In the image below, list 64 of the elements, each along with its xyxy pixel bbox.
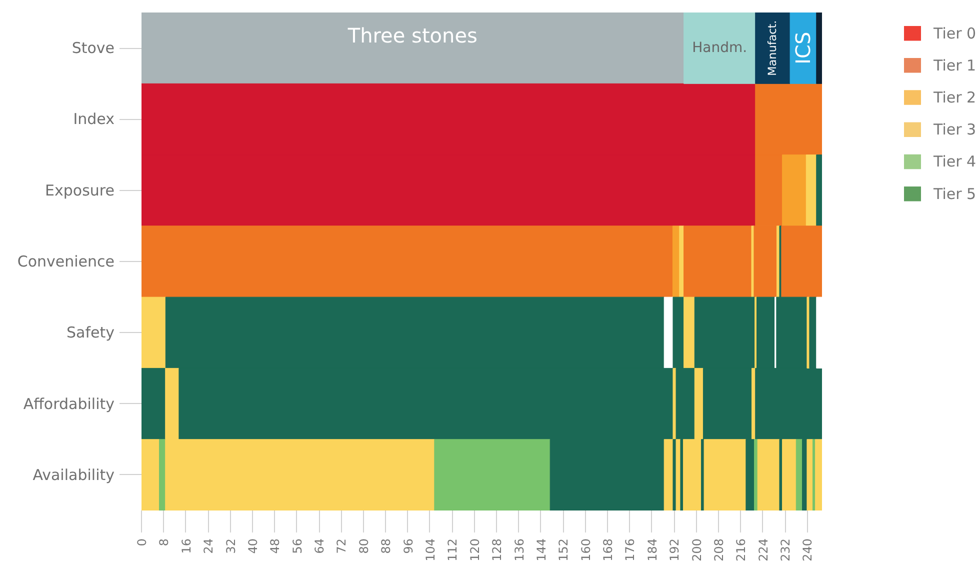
legend-label: Tier 1 [932,56,976,74]
bar [684,12,756,84]
x-tick-label: 88 [379,538,394,554]
x-tick-label: 64 [312,538,327,554]
x-tick-label: 40 [246,538,260,554]
bar [754,439,758,510]
x-tick-label: 120 [468,538,482,562]
x-tick-label: 128 [490,538,504,562]
x-tick-label: 216 [734,538,748,562]
y-tick-label: Index [73,110,115,128]
bar [796,439,802,510]
bar [806,154,817,226]
x-tick-label: 168 [601,538,616,562]
bar [757,439,780,510]
bar [755,12,790,84]
y-tick-label: Affordability [23,394,115,413]
x-tick-label: 144 [534,538,548,562]
x-tick-label: 208 [712,538,726,562]
bar [806,439,814,510]
x-tick-label: 160 [578,538,593,562]
annotation: Handm. [692,40,748,56]
y-tick-label: Safety [66,324,115,342]
bar [816,12,822,84]
x-tick-label: 96 [401,538,416,554]
y-tick-label: Stove [72,39,114,58]
x-tick-label: 32 [224,538,238,554]
y-tick-label: Availability [32,466,115,484]
x-tick-label: 0 [135,538,149,546]
legend-label: Tier 4 [932,152,976,171]
x-tick-label: 112 [446,538,460,562]
legend-label: Tier 0 [932,24,976,42]
bar [782,154,806,226]
x-tick-label: 72 [334,538,349,554]
x-tick-label: 24 [202,538,216,554]
annotation: Manufact. [766,20,780,76]
bar [672,226,680,298]
x-tick-label: 200 [690,538,704,562]
bar [142,12,684,84]
y-tick-label: Convenience [17,252,115,270]
x-tick-label: 136 [512,538,526,562]
x-tick-label: 56 [290,538,304,554]
x-tick-label: 224 [756,538,770,562]
x-tick-label: 8 [157,538,172,546]
x-tick-label: 232 [778,538,793,562]
x-tick-label: 16 [179,538,194,554]
x-tick-label: 48 [268,538,282,554]
legend-label: Tier 2 [932,88,976,107]
x-tick-label: 240 [800,538,815,562]
x-tick-label: 80 [356,538,371,554]
x-tick-label: 152 [556,538,571,562]
bar [679,226,684,298]
legend-label: Tier 5 [932,184,976,203]
annotation: ICS [791,32,816,64]
x-tick-label: 104 [423,538,438,562]
bar [782,439,796,510]
legend-label: Tier 3 [932,120,976,139]
bar [816,154,822,226]
x-tick-label: 184 [645,538,660,562]
x-tick-label: 176 [623,538,638,562]
y-tick-label: Exposure [45,181,115,200]
bar [815,439,822,510]
annotation: Three stones [346,23,478,48]
x-tick-label: 192 [668,538,682,562]
bar [816,296,822,368]
